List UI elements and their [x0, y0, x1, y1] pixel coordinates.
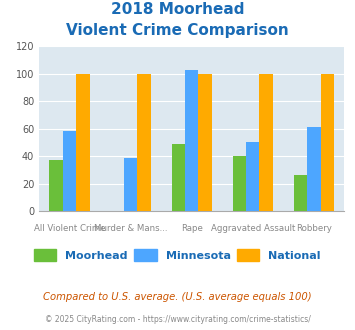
Text: Compared to U.S. average. (U.S. average equals 100): Compared to U.S. average. (U.S. average … — [43, 292, 312, 302]
Bar — [321, 74, 334, 211]
Bar — [294, 176, 307, 211]
Bar — [246, 143, 260, 211]
Bar — [185, 70, 198, 211]
Bar — [63, 131, 76, 211]
Text: Aggravated Assault: Aggravated Assault — [211, 224, 295, 233]
Text: Rape: Rape — [181, 224, 203, 233]
Bar — [233, 156, 246, 211]
Bar — [137, 74, 151, 211]
Bar — [171, 144, 185, 211]
Text: 2018 Moorhead: 2018 Moorhead — [111, 2, 244, 16]
Bar — [124, 157, 137, 211]
Text: Violent Crime Comparison: Violent Crime Comparison — [66, 23, 289, 38]
Bar — [76, 74, 90, 211]
Text: All Violent Crime: All Violent Crime — [34, 224, 105, 233]
Text: Robbery: Robbery — [296, 224, 332, 233]
Bar — [49, 160, 63, 211]
Bar — [198, 74, 212, 211]
Bar — [307, 127, 321, 211]
Text: Murder & Mans...: Murder & Mans... — [94, 224, 168, 233]
Text: © 2025 CityRating.com - https://www.cityrating.com/crime-statistics/: © 2025 CityRating.com - https://www.city… — [45, 315, 310, 324]
Legend: Moorhead, Minnesota, National: Moorhead, Minnesota, National — [30, 245, 325, 265]
Bar — [260, 74, 273, 211]
